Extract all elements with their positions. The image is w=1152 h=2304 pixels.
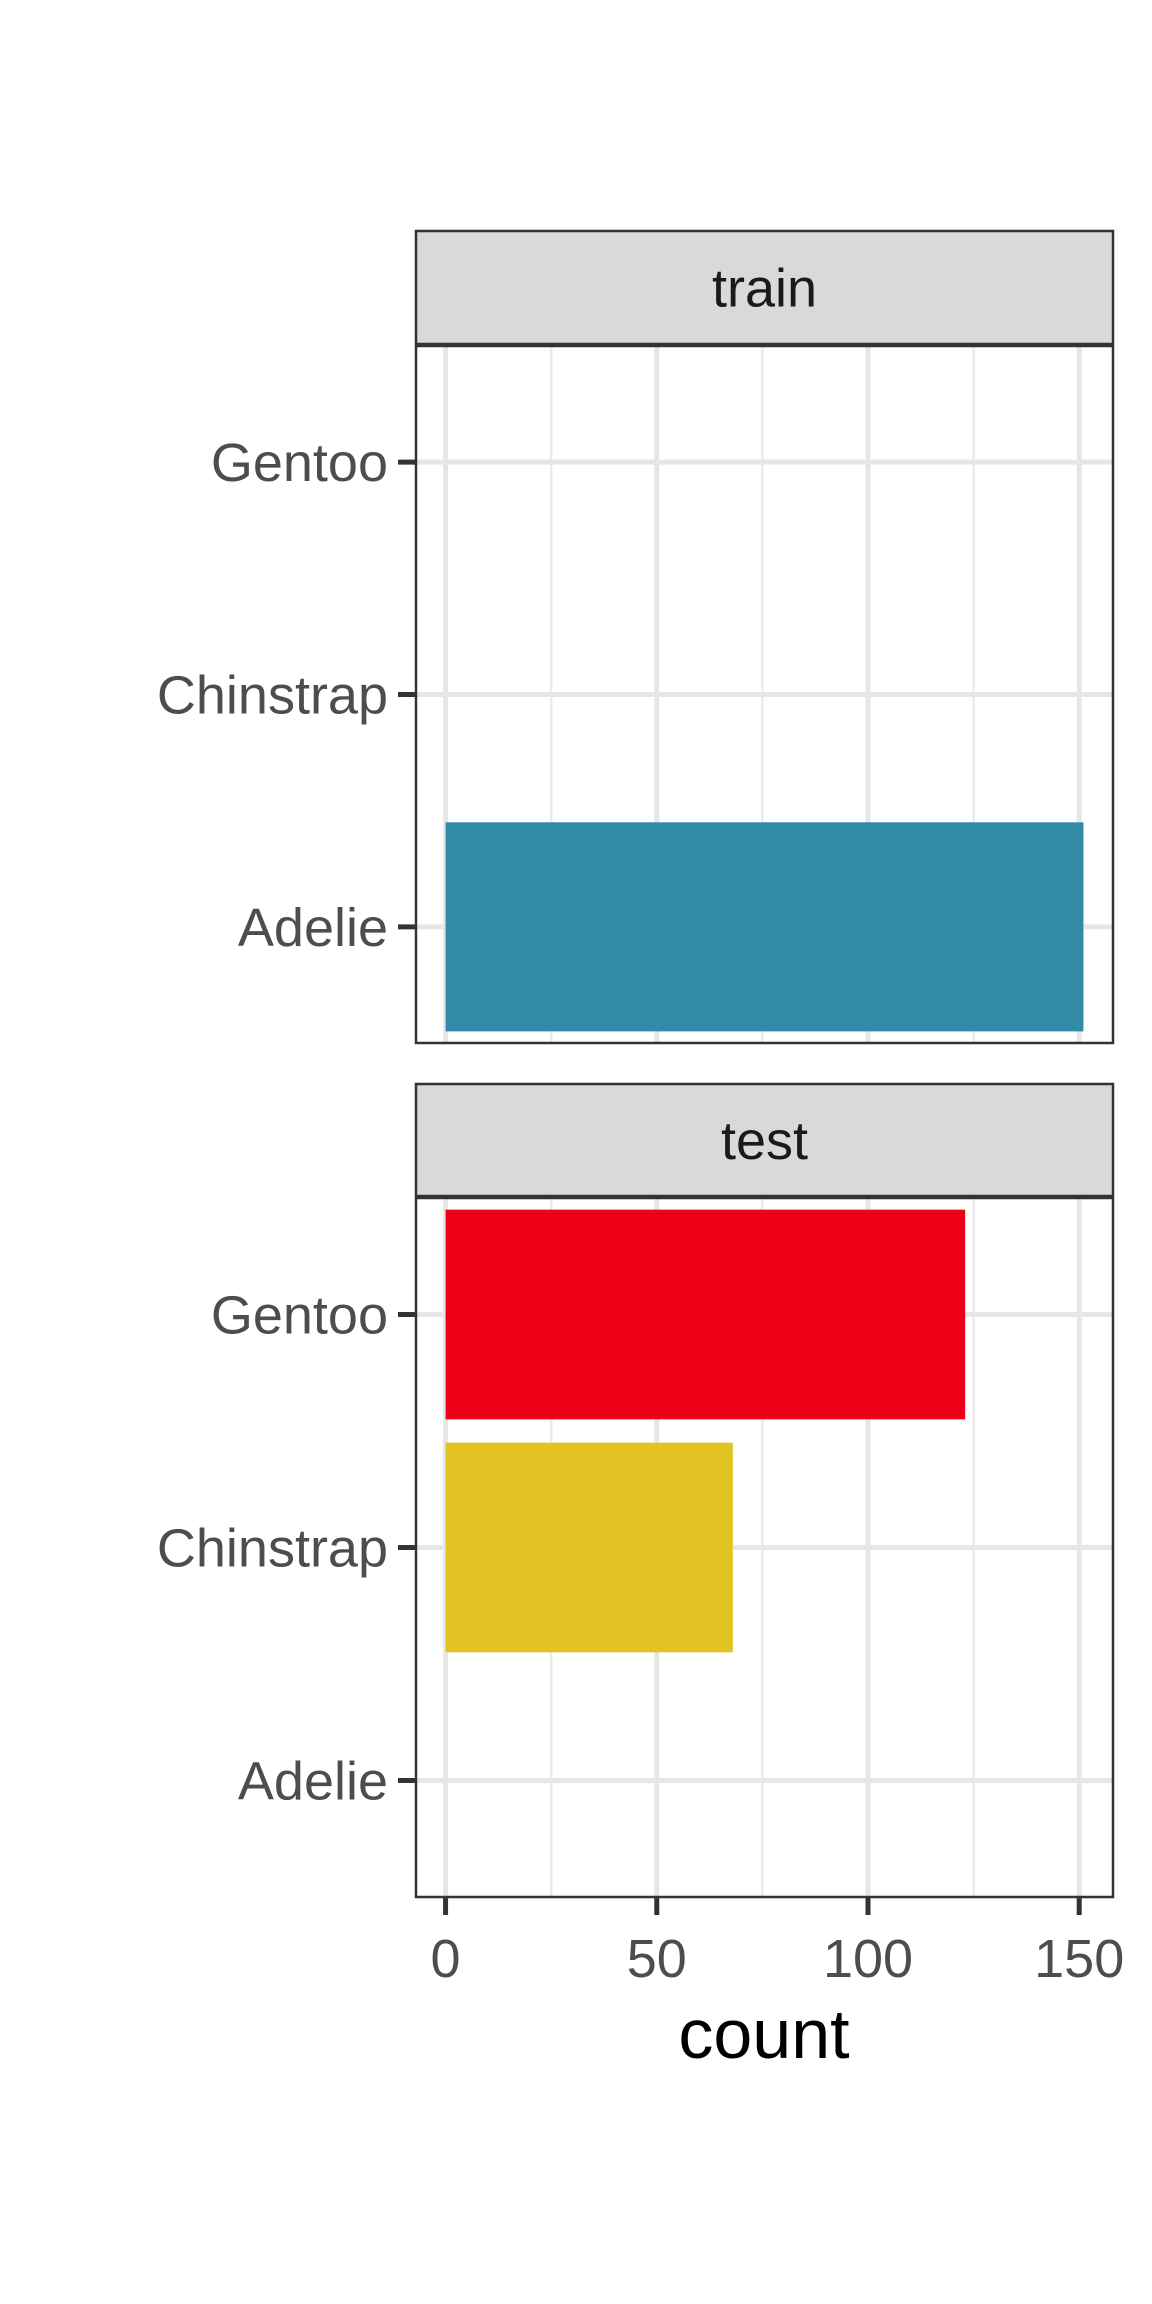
x-axis: 0 50 100 150 bbox=[431, 1897, 1124, 1989]
x-axis-title: count bbox=[678, 1995, 849, 2073]
x-tick-label: 50 bbox=[627, 1929, 687, 1989]
facet-strip-label: train bbox=[712, 259, 817, 319]
y-tick-label: Adelie bbox=[238, 898, 388, 958]
bar-train-adelie bbox=[445, 822, 1084, 1032]
x-tick-label: 100 bbox=[823, 1929, 913, 1989]
y-tick-label: Adelie bbox=[238, 1752, 388, 1812]
bar-test-chinstrap bbox=[445, 1442, 733, 1653]
y-tick-label: Chinstrap bbox=[157, 666, 388, 726]
bar-test-gentoo bbox=[445, 1209, 966, 1420]
x-tick-label: 0 bbox=[431, 1929, 461, 1989]
facet-panel-train: train Gentoo Chinstrap Adelie bbox=[157, 229, 1115, 1045]
facet-strip bbox=[414, 1082, 1115, 1198]
facet-strip-label: test bbox=[721, 1111, 808, 1171]
y-tick-label: Gentoo bbox=[211, 1286, 388, 1346]
y-tick-label: Chinstrap bbox=[157, 1519, 388, 1579]
facet-strip bbox=[414, 229, 1115, 346]
y-tick-label: Gentoo bbox=[211, 433, 388, 493]
facet-panel-test: test Gentoo Chinstrap Adelie bbox=[157, 1082, 1115, 1899]
facet-panels: train Gentoo Chinstrap Adelie test Gentoo Chin… bbox=[157, 229, 1115, 1899]
x-tick-label: 150 bbox=[1034, 1929, 1124, 1989]
